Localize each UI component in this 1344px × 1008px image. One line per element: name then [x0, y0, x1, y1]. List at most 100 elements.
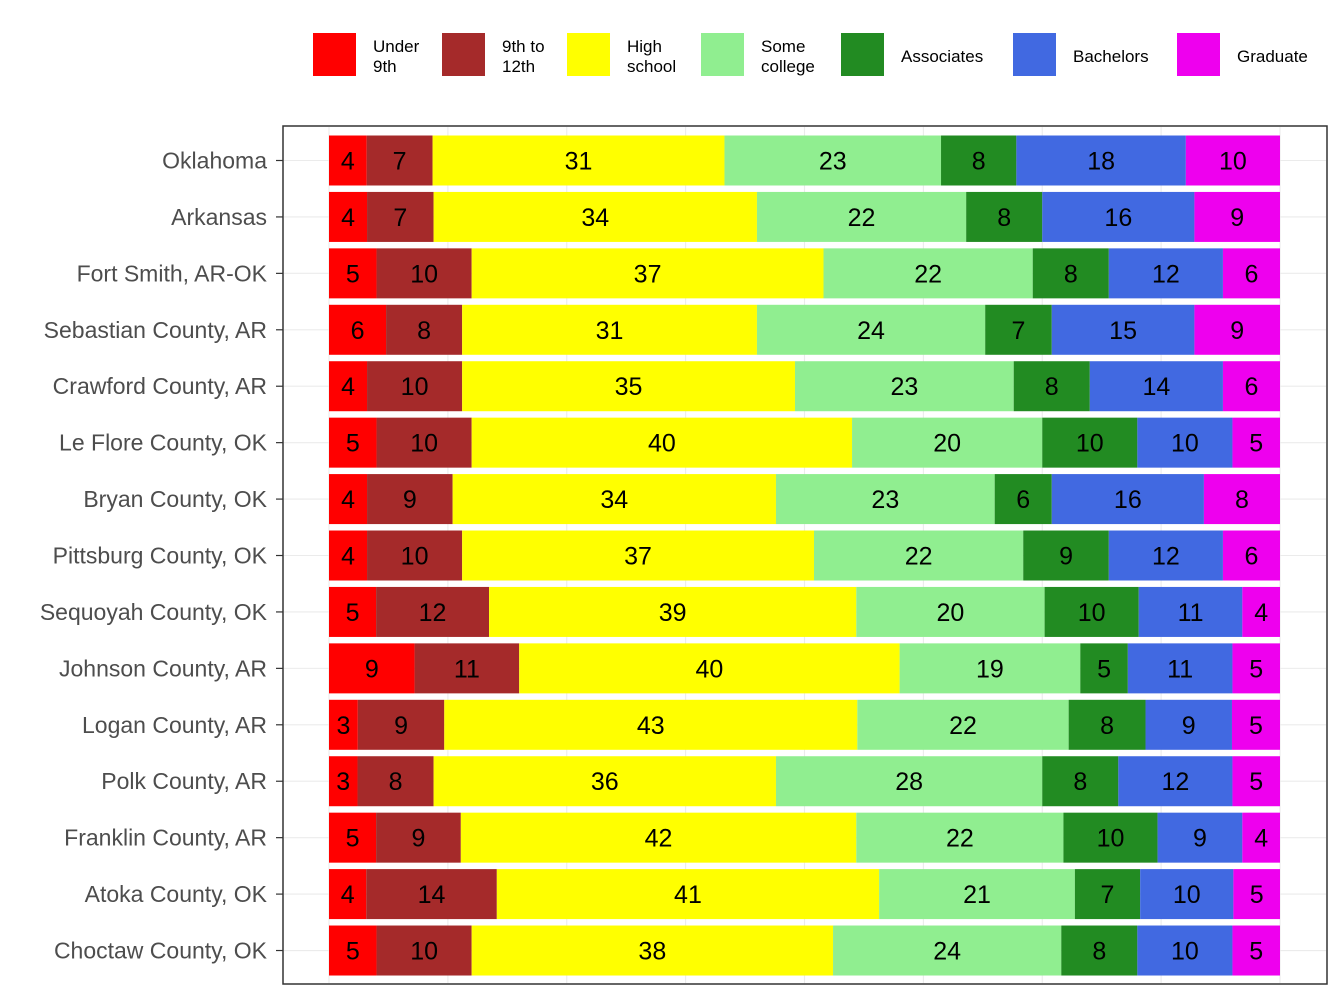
- data-label: 12: [1152, 543, 1180, 571]
- bar-segment-choctaw-county-ok-associates: [1061, 925, 1138, 976]
- y-tick-label-fort-smith-ar-ok: Fort Smith, AR-OK: [77, 260, 268, 286]
- data-label: 9: [403, 486, 417, 514]
- data-label: 22: [946, 825, 974, 853]
- data-label: 9: [1230, 204, 1244, 232]
- data-label: 4: [341, 148, 355, 176]
- y-tick-label-johnson-county-ar: Johnson County, AR: [59, 655, 267, 681]
- bar-segment-atoka-county-ok-associates: [1074, 869, 1141, 920]
- bar-segment-le-flore-county-ok-bachelors: [1137, 417, 1233, 468]
- legend: Under 9th 9th to 12th High school Some college A…: [313, 33, 1308, 76]
- bar-segment-oklahoma-9th-to-12th: [366, 135, 433, 186]
- data-label: 8: [1064, 260, 1078, 288]
- bar-segment-sequoyah-county-ok-high-school: [489, 586, 857, 637]
- data-label: 10: [410, 260, 438, 288]
- data-label: 3: [336, 768, 350, 796]
- data-label: 7: [1012, 317, 1026, 345]
- bar-segment-logan-county-ar-some-college: [857, 699, 1069, 750]
- y-tick-label-crawford-county-ar: Crawford County, AR: [53, 373, 267, 399]
- bar-segment-bryan-county-ok-bachelors: [1051, 474, 1204, 525]
- data-label: 6: [1245, 373, 1259, 401]
- data-label: 5: [1249, 430, 1263, 458]
- y-tick-label-bryan-county-ok: Bryan County, OK: [83, 486, 267, 512]
- bar-segment-fort-smith-ar-ok-some-college: [823, 248, 1033, 299]
- data-label: 10: [410, 938, 438, 966]
- legend-key-bachelors: [1013, 33, 1056, 76]
- legend-label-line: 9th: [373, 57, 397, 76]
- legend-key-9th-to-12th: [442, 33, 485, 76]
- bar-segment-le-flore-county-ok-9th-to-12th: [376, 417, 472, 468]
- data-label: 5: [346, 260, 360, 288]
- bar-segment-franklin-county-ar-high-school: [460, 812, 857, 863]
- data-label: 6: [1245, 543, 1259, 571]
- data-label: 28: [895, 768, 923, 796]
- bar-segment-crawford-county-ar-some-college: [794, 361, 1014, 412]
- bar-segment-arkansas-some-college: [756, 191, 967, 242]
- bar-segment-johnson-county-ar-bachelors: [1127, 643, 1233, 694]
- data-label: 40: [648, 430, 676, 458]
- bar-segment-bryan-county-ok-associates: [994, 474, 1052, 525]
- bar-segment-fort-smith-ar-ok-associates: [1032, 248, 1109, 299]
- bar-segment-sebastian-county-ar-high-school: [462, 304, 757, 355]
- bar-segment-pittsburg-county-ok-under-9th: [329, 530, 368, 581]
- bar-segment-crawford-county-ar-bachelors: [1089, 361, 1223, 412]
- data-label: 20: [933, 430, 961, 458]
- bar-segment-pittsburg-county-ok-associates: [1023, 530, 1109, 581]
- data-label: 42: [645, 825, 673, 853]
- data-label: 10: [1078, 599, 1106, 627]
- bar-segment-atoka-county-ok-high-school: [496, 869, 880, 920]
- bar-segment-bryan-county-ok-high-school: [452, 474, 776, 525]
- y-tick-label-le-flore-county-ok: Le Flore County, OK: [59, 430, 268, 456]
- bar-segment-franklin-county-ar-graduate: [1242, 812, 1280, 863]
- data-label: 16: [1104, 204, 1132, 232]
- legend-key-under-9th: [313, 33, 356, 76]
- data-label: 38: [638, 938, 666, 966]
- y-tick-label-atoka-county-ok: Atoka County, OK: [85, 881, 268, 907]
- data-label: 23: [871, 486, 899, 514]
- data-label: 5: [346, 430, 360, 458]
- bar-segment-polk-county-ar-bachelors: [1118, 756, 1233, 807]
- data-label: 10: [1219, 148, 1247, 176]
- data-label: 24: [933, 938, 961, 966]
- bar-segment-oklahoma-bachelors: [1016, 135, 1186, 186]
- legend-label-line: college: [761, 57, 815, 76]
- legend-key-high-school: [567, 33, 610, 76]
- data-label: 3: [336, 712, 350, 740]
- data-label: 23: [890, 373, 918, 401]
- legend-key-graduate: [1177, 33, 1220, 76]
- bar-segment-oklahoma-some-college: [724, 135, 942, 186]
- data-label: 31: [565, 148, 593, 176]
- bar-segment-crawford-county-ar-under-9th: [329, 361, 368, 412]
- bar-segment-arkansas-bachelors: [1042, 191, 1195, 242]
- data-label: 41: [674, 881, 702, 909]
- data-label: 24: [857, 317, 885, 345]
- bar-segment-le-flore-county-ok-graduate: [1232, 417, 1280, 468]
- data-label: 31: [596, 317, 624, 345]
- data-label: 10: [401, 373, 429, 401]
- data-label: 8: [1073, 768, 1087, 796]
- data-label: 4: [341, 881, 355, 909]
- data-label: 8: [1045, 373, 1059, 401]
- data-label: 22: [949, 712, 977, 740]
- y-tick-label-sequoyah-county-ok: Sequoyah County, OK: [40, 599, 268, 625]
- bar-segment-johnson-county-ar-graduate: [1232, 643, 1280, 694]
- data-label: 8: [1092, 938, 1106, 966]
- y-tick-label-pittsburg-county-ok: Pittsburg County, OK: [53, 543, 268, 569]
- data-label: 18: [1087, 148, 1115, 176]
- data-label: 8: [417, 317, 431, 345]
- bar-segment-franklin-county-ar-some-college: [856, 812, 1064, 863]
- legend-label-high-school: High school: [627, 37, 676, 76]
- data-label: 8: [389, 768, 403, 796]
- data-label: 7: [1101, 881, 1115, 909]
- data-label: 5: [1249, 712, 1263, 740]
- y-tick-label-arkansas: Arkansas: [171, 204, 267, 230]
- bar-segment-johnson-county-ar-some-college: [899, 643, 1081, 694]
- y-tick-label-logan-county-ar: Logan County, AR: [82, 712, 267, 738]
- data-label: 12: [1161, 768, 1189, 796]
- data-label: 9: [1193, 825, 1207, 853]
- bar-segment-le-flore-county-ok-some-college: [852, 417, 1043, 468]
- bar-segment-fort-smith-ar-ok-9th-to-12th: [376, 248, 472, 299]
- bar-segment-logan-county-ar-under-9th: [329, 699, 358, 750]
- bar-segment-sebastian-county-ar-9th-to-12th: [386, 304, 463, 355]
- data-label: 39: [659, 599, 687, 627]
